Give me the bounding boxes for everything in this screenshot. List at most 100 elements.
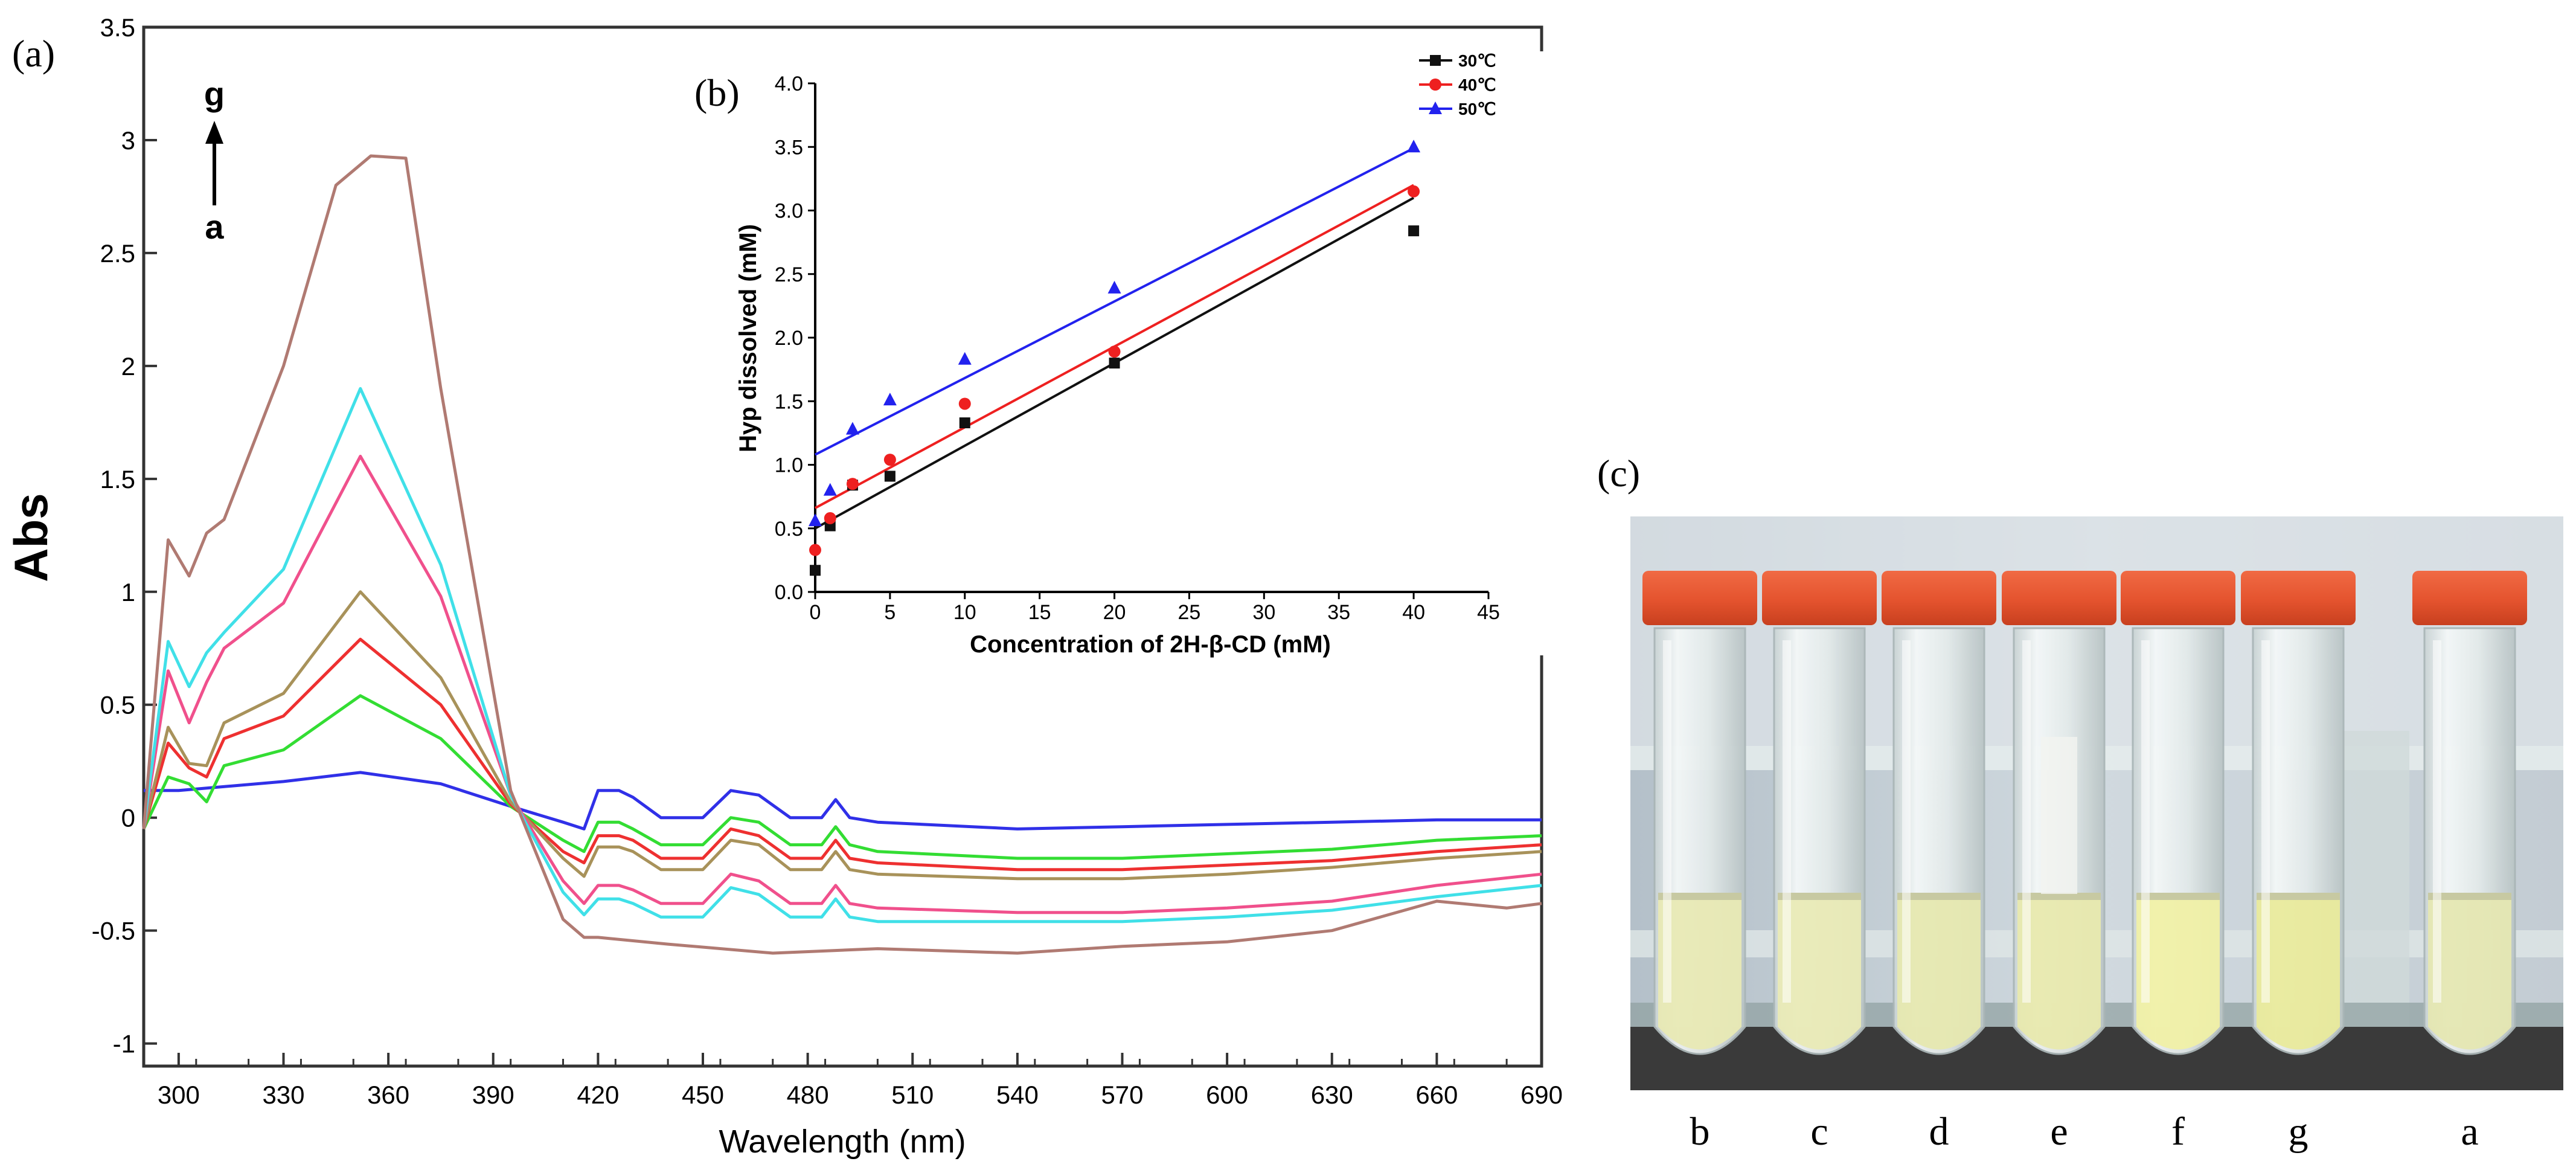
y-tick-label: 2.5 xyxy=(100,239,135,268)
y-tick-label: -0.5 xyxy=(92,917,135,945)
y-tick-label: 4.0 xyxy=(775,72,803,95)
x-tick-label: 45 xyxy=(1477,601,1500,624)
tube-label: d xyxy=(1929,1110,1949,1154)
tube-highlight xyxy=(2433,640,2441,1003)
panel-b-y-axis-label: Hyp dissolved (mM) xyxy=(735,224,761,452)
tube-label: f xyxy=(2171,1110,2185,1154)
legend-marker xyxy=(1429,79,1441,91)
tube-cap xyxy=(1882,571,1996,625)
panel-a-x-axis-label: Wavelength (nm) xyxy=(719,1123,966,1160)
series-line-b xyxy=(142,694,1542,860)
tube-cap xyxy=(2412,571,2527,625)
panel-b-background xyxy=(688,51,1564,655)
tube-label: g xyxy=(2289,1110,2308,1154)
panel-a: (a) 300 330 360 390 420 450 480 510 540 570 600 630… xyxy=(4,13,1563,1160)
data-point xyxy=(883,454,896,466)
tube xyxy=(2241,571,2356,1055)
y-tick-label: 3.5 xyxy=(775,136,803,159)
panel-a-label: (a) xyxy=(12,32,55,75)
tube-liquid xyxy=(2257,894,2340,1050)
x-tick-label: 330 xyxy=(262,1081,304,1109)
x-tick-label: 15 xyxy=(1028,601,1051,624)
x-tick-label: 450 xyxy=(682,1081,724,1109)
liquid-meniscus xyxy=(2257,893,2340,900)
x-tick-label: 35 xyxy=(1327,601,1350,624)
tube-liquid xyxy=(1778,894,1861,1050)
tube-insert xyxy=(2041,737,2077,894)
panel-b-points xyxy=(809,140,1421,576)
panel-c-label: (c) xyxy=(1597,452,1640,495)
data-point xyxy=(958,352,972,365)
data-point xyxy=(845,422,859,435)
data-point xyxy=(1109,358,1120,369)
data-point xyxy=(1408,185,1420,198)
data-point xyxy=(1407,140,1421,153)
tube xyxy=(1642,571,1757,1055)
liquid-meniscus xyxy=(1897,893,1981,900)
legend-marker xyxy=(1430,55,1441,66)
y-tick-label: -1 xyxy=(113,1030,135,1058)
x-tick-label: 480 xyxy=(787,1081,829,1109)
panel-b-label: (b) xyxy=(694,71,740,114)
data-point xyxy=(958,397,971,410)
tube-cap xyxy=(1762,571,1877,625)
data-point xyxy=(846,478,859,490)
tube-liquid xyxy=(2428,894,2511,1050)
tubes xyxy=(1642,571,2527,1055)
y-tick-label: 0.0 xyxy=(775,581,803,604)
y-tick-label: 3 xyxy=(121,126,135,155)
annotation-bottom-label: a xyxy=(205,208,224,246)
x-tick-label: 0 xyxy=(810,601,821,624)
tube xyxy=(2412,571,2527,1055)
legend-marker xyxy=(1429,101,1442,114)
x-tick-label: 30 xyxy=(1252,601,1275,624)
data-point xyxy=(823,483,837,496)
tube-highlight xyxy=(2261,640,2270,1003)
tube-label: b xyxy=(1690,1110,1710,1154)
legend-label: 50℃ xyxy=(1458,100,1496,118)
tube-liquid xyxy=(2017,894,2101,1050)
y-tick-label: 0.5 xyxy=(100,691,135,719)
x-tick-label: 630 xyxy=(1311,1081,1353,1109)
y-tick-label: 1 xyxy=(121,578,135,606)
y-tick-label: 1.5 xyxy=(100,465,135,493)
fit-line xyxy=(815,147,1415,456)
x-tick-label: 390 xyxy=(472,1081,514,1109)
data-point xyxy=(1108,345,1121,358)
panel-a-series xyxy=(142,154,1542,955)
arrow-up-icon xyxy=(205,121,223,144)
tube xyxy=(1762,571,1877,1055)
series-line-f xyxy=(142,387,1542,924)
series-line-a xyxy=(144,771,1542,831)
x-tick-label: 5 xyxy=(884,601,896,624)
y-tick-label: 2 xyxy=(121,352,135,381)
x-tick-label: 570 xyxy=(1101,1081,1143,1109)
x-tick-label: 540 xyxy=(996,1081,1039,1109)
tube-highlight xyxy=(1663,640,1671,1003)
photo-tubes xyxy=(1630,516,2563,1090)
x-tick-label: 20 xyxy=(1103,601,1126,624)
tube-label: a xyxy=(2461,1110,2478,1154)
x-tick-label: 360 xyxy=(367,1081,409,1109)
legend-label: 40℃ xyxy=(1458,76,1496,94)
data-point xyxy=(884,471,896,482)
tube-label: c xyxy=(1810,1110,1828,1154)
data-point xyxy=(883,393,897,406)
panel-b-legend: 30℃ 40℃ 50℃ xyxy=(1419,51,1496,118)
data-point xyxy=(810,565,821,576)
panel-b-x-axis-label: Concentration of 2H-β-CD (mM) xyxy=(970,631,1331,658)
y-tick-label: 2.5 xyxy=(775,263,803,286)
liquid-meniscus xyxy=(2136,893,2220,900)
liquid-meniscus xyxy=(2428,893,2511,900)
y-tick-label: 0.5 xyxy=(775,518,803,541)
annotation-top-label: g xyxy=(204,75,225,113)
x-tick-label: 690 xyxy=(1520,1081,1563,1109)
tube-highlight xyxy=(2141,640,2150,1003)
tube-cap xyxy=(2241,571,2356,625)
tube-highlight xyxy=(2022,640,2031,1003)
panel-c: (c) b c d e f g a xyxy=(1597,452,2563,1154)
series-line-e xyxy=(142,454,1542,914)
x-tick-label: 10 xyxy=(953,601,976,624)
